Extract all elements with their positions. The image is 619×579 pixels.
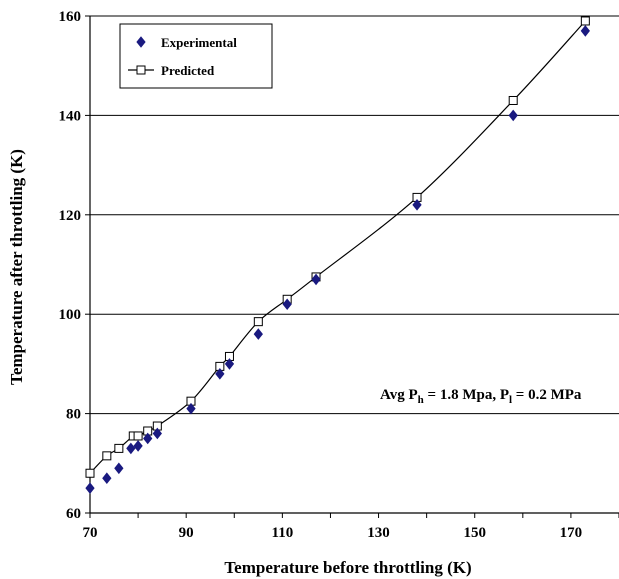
predicted-point	[85, 468, 95, 478]
predicted-point	[580, 16, 590, 26]
experimental-point	[152, 427, 162, 440]
experimental-point	[114, 462, 124, 475]
y-tick-label-60: 60	[66, 506, 81, 522]
legend-label-predicted: Predicted	[161, 63, 215, 78]
experimental-point	[580, 25, 590, 37]
y-axis-title: Temperature after throttling (K)	[7, 149, 26, 385]
legend-marker-experimental	[136, 36, 146, 48]
experimental-point	[133, 440, 143, 452]
condition-annotation: Avg Ph = 1.8 Mpa, Pl = 0.2 MPa	[380, 387, 582, 406]
experimental-point	[508, 109, 518, 122]
experimental-point	[126, 442, 136, 455]
x-tick-label-130: 130	[367, 525, 390, 541]
annotation-part: = 0.2 MPa	[512, 387, 582, 403]
experimental-point	[186, 402, 196, 415]
annotation-part: l	[509, 394, 512, 406]
x-tick-label-90: 90	[179, 525, 194, 541]
legend-box	[119, 23, 273, 89]
experimental-point	[311, 273, 321, 286]
y-tick-label-80: 80	[66, 407, 81, 423]
legend: Experimental Predicted	[119, 23, 273, 89]
experimental-point	[102, 472, 112, 485]
experimental-point	[282, 298, 292, 311]
predicted-point	[508, 95, 518, 105]
experimental-point	[412, 199, 422, 211]
axes	[85, 15, 619, 518]
x-tick-label-170: 170	[560, 525, 583, 541]
x-axis-title: Temperature before throttling (K)	[224, 558, 471, 577]
predicted-point	[133, 431, 143, 441]
annotation-part: Avg P	[380, 387, 418, 403]
y-tick-label-160: 160	[59, 9, 82, 25]
gridlines	[90, 15, 619, 415]
experimental-point	[85, 482, 95, 494]
series-layer	[85, 16, 590, 494]
x-tick-label-110: 110	[272, 525, 294, 541]
y-tick-label-100: 100	[59, 307, 82, 323]
x-tick-label-150: 150	[463, 525, 486, 541]
tick-labels: 60 80 100 120 140 160 70 90 110 130 150 170	[59, 9, 583, 541]
predicted-point	[114, 443, 124, 453]
experimental-point	[143, 432, 153, 445]
predicted-point	[102, 451, 112, 461]
experimental-point	[215, 368, 225, 380]
experimental-point	[253, 328, 263, 340]
predicted-point	[253, 317, 263, 327]
annotation-part: h	[418, 394, 424, 406]
experimental-point	[224, 358, 235, 370]
annotation-part: = 1.8 Mpa, P	[424, 387, 509, 403]
legend-marker-predicted	[136, 65, 146, 75]
x-tick-label-70: 70	[83, 525, 98, 541]
legend-label-experimental: Experimental	[161, 35, 237, 50]
y-tick-label-140: 140	[59, 108, 82, 124]
y-tick-label-120: 120	[59, 208, 82, 224]
